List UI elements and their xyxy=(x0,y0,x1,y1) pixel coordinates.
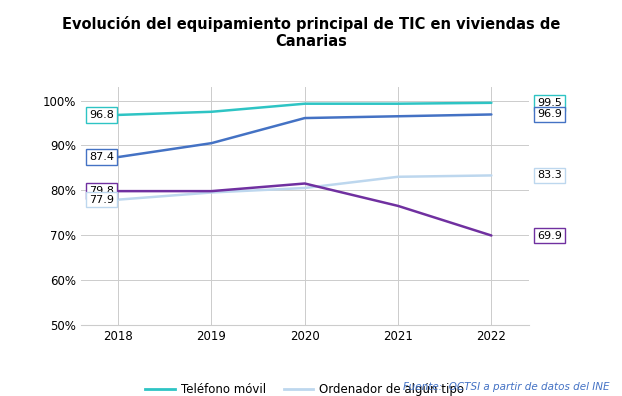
Text: 96.9: 96.9 xyxy=(537,109,562,120)
Legend: Teléfono móvil, Teléfono fijo, Ordenador de algún tipo, Acceso a internet: Teléfono móvil, Teléfono fijo, Ordenador… xyxy=(146,383,464,396)
Text: Evolución del equipamiento principal de TIC en viviendas de
Canarias: Evolución del equipamiento principal de … xyxy=(62,16,560,49)
Text: 99.5: 99.5 xyxy=(537,98,562,108)
Text: 87.4: 87.4 xyxy=(89,152,114,162)
Text: 69.9: 69.9 xyxy=(537,230,562,240)
Text: 83.3: 83.3 xyxy=(537,170,562,181)
Text: 96.8: 96.8 xyxy=(89,110,114,120)
Text: 77.9: 77.9 xyxy=(89,195,114,205)
Text: Fuente:  OCTSI a partir de datos del INE: Fuente: OCTSI a partir de datos del INE xyxy=(403,382,610,392)
Text: 79.8: 79.8 xyxy=(89,186,114,196)
